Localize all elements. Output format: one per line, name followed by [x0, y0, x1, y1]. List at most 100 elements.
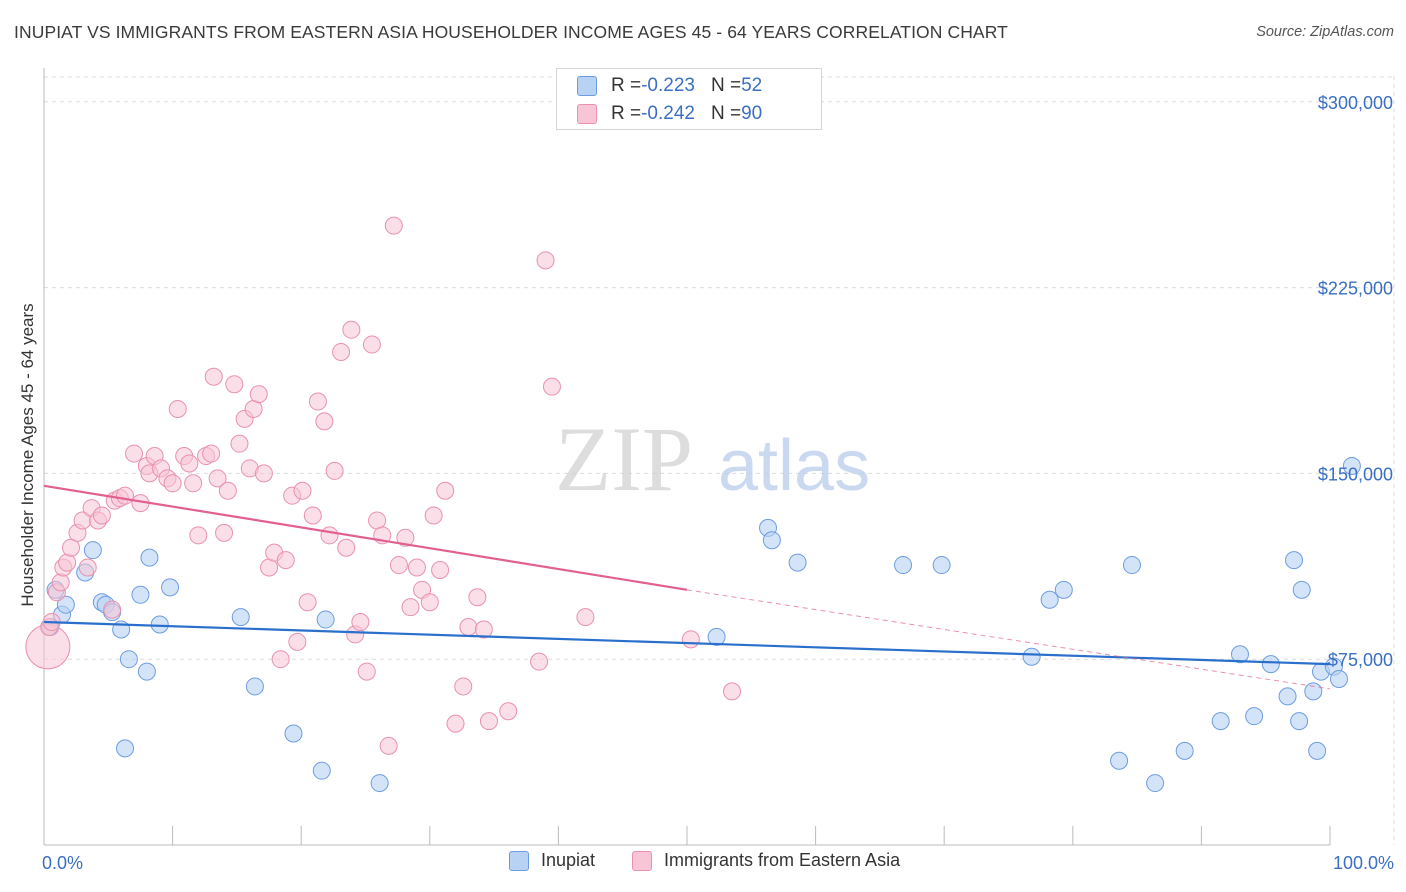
point-eastern-asia [542, 377, 561, 396]
series-legend: Inupiat Immigrants from Eastern Asia [0, 850, 1406, 878]
legend-swatch-inupiat [509, 850, 529, 871]
y-tick-label: $150,000 [1318, 464, 1393, 484]
legend-n-label: N = [710, 75, 742, 96]
correlation-legend: R = -0.223 N = 52 R = -0.242 N = 90 [556, 68, 822, 130]
point-inupiat [245, 677, 264, 696]
point-eastern-asia [202, 444, 221, 463]
point-eastern-asia [276, 551, 295, 570]
point-eastern-asia [681, 630, 700, 649]
point-inupiat [1330, 670, 1349, 689]
point-inupiat [1040, 590, 1059, 609]
point-eastern-asia [384, 216, 403, 235]
y-axis-label: Householder Income Ages 45 - 64 years [18, 303, 37, 606]
point-eastern-asia [163, 474, 182, 493]
point-eastern-asia [362, 335, 381, 354]
legend-r-label: R = [611, 103, 642, 124]
trend-lines [43, 484, 1331, 690]
point-eastern-asia [58, 553, 77, 572]
point-inupiat [1110, 751, 1129, 770]
point-eastern-asia [424, 506, 443, 525]
point-inupiat [1292, 580, 1311, 599]
point-eastern-asia [454, 677, 473, 696]
y-tick-label: $75,000 [1328, 650, 1393, 670]
point-inupiat [316, 610, 335, 629]
point-eastern-asia [337, 538, 356, 557]
point-eastern-asia [204, 367, 223, 386]
legend-n-value: 52 [741, 75, 763, 96]
axes [43, 68, 1331, 846]
point-eastern-asia [288, 632, 307, 651]
point-eastern-asia [459, 617, 478, 636]
point-eastern-asia [342, 320, 361, 339]
point-eastern-asia [576, 608, 595, 627]
point-inupiat [231, 608, 250, 627]
point-eastern-asia [308, 392, 327, 411]
point-inupiat [1175, 741, 1194, 760]
point-eastern-asia [431, 561, 450, 580]
point-eastern-asia [499, 702, 518, 721]
point-eastern-asia [180, 454, 199, 473]
legend-r-value: -0.223 [641, 75, 695, 96]
point-inupiat [762, 531, 781, 550]
point-eastern-asia [536, 251, 555, 270]
legend-label-inupiat: Inupiat [541, 850, 596, 870]
point-eastern-asia [78, 558, 97, 577]
point-inupiat [116, 739, 135, 758]
legend-swatch-eastern-asia [632, 850, 652, 871]
point-eastern-asia [249, 385, 268, 404]
point-eastern-asia [92, 506, 111, 525]
point-eastern-asia [103, 600, 122, 619]
point-eastern-asia [208, 469, 227, 488]
legend-row-inupiat: R = -0.223 N = 52 [577, 73, 762, 99]
point-inupiat [370, 774, 389, 793]
point-eastern-asia [218, 481, 237, 500]
point-inupiat [1122, 556, 1141, 575]
point-eastern-asia [723, 682, 742, 701]
series-eastern-asia [25, 216, 742, 755]
point-inupiat [1290, 712, 1309, 731]
point-eastern-asia [446, 714, 465, 733]
legend-label-eastern-asia: Immigrants from Eastern Asia [664, 850, 901, 870]
point-inupiat [131, 585, 150, 604]
point-inupiat [312, 761, 331, 780]
point-eastern-asia [225, 375, 244, 394]
legend-row-eastern-asia: R = -0.242 N = 90 [577, 101, 762, 127]
point-eastern-asia [215, 523, 234, 542]
point-inupiat [119, 650, 138, 669]
point-inupiat [284, 724, 303, 743]
watermark-zip: ZIP [555, 408, 693, 510]
point-inupiat [1230, 645, 1249, 664]
point-inupiat [788, 553, 807, 572]
legend-item-eastern-asia: Immigrants from Eastern Asia [632, 850, 900, 871]
series-inupiat [41, 456, 1361, 793]
point-eastern-asia [184, 474, 203, 493]
tick-labels: $75,000 $150,000 $225,000 $300,000 0.0% 100.0… [42, 93, 1394, 873]
point-eastern-asia [230, 434, 249, 453]
legend-swatch-eastern-asia [577, 104, 597, 124]
point-inupiat [140, 548, 159, 567]
legend-swatch-inupiat [577, 76, 597, 96]
point-inupiat [137, 662, 156, 681]
point-eastern-asia [271, 650, 290, 669]
point-inupiat [932, 556, 951, 575]
point-inupiat [83, 541, 102, 560]
trend-line-eastern-asia [43, 484, 688, 591]
point-eastern-asia [320, 526, 339, 545]
point-eastern-asia [379, 736, 398, 755]
point-eastern-asia [479, 712, 498, 731]
point-inupiat [1211, 712, 1230, 731]
point-inupiat [1342, 456, 1361, 475]
point-eastern-asia [396, 528, 415, 547]
point-inupiat [1022, 647, 1041, 666]
legend-r-value: -0.242 [641, 103, 695, 124]
point-eastern-asia [407, 558, 426, 577]
legend-item-inupiat: Inupiat [509, 850, 595, 871]
point-inupiat [894, 556, 913, 575]
point-eastern-asia [468, 588, 487, 607]
point-eastern-asia [332, 342, 351, 361]
point-inupiat [161, 578, 180, 597]
point-eastern-asia [357, 662, 376, 681]
trend-line-inupiat [43, 620, 1331, 666]
source-label: Source: ZipAtlas.com [1256, 24, 1394, 40]
point-inupiat [1278, 687, 1297, 706]
